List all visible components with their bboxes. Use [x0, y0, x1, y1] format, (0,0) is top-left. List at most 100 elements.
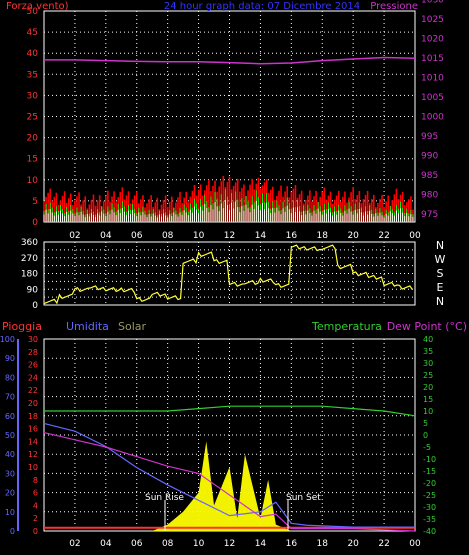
tick-label: 985	[421, 171, 438, 181]
temperature-line	[44, 405, 416, 417]
tick-label: 26	[28, 361, 38, 370]
tick-label: 14	[28, 437, 38, 446]
tick-label: 80	[5, 373, 15, 382]
tick-label: 00	[409, 231, 421, 241]
tick-label: 0	[33, 527, 38, 536]
tick-label: 20	[27, 134, 39, 144]
tick-label: 6	[33, 489, 38, 498]
direction-panel	[43, 241, 416, 306]
tick-label: 8	[33, 476, 38, 485]
tick-label: 5	[32, 197, 38, 207]
tick-label: 30	[28, 335, 38, 344]
tick-label: 22	[378, 539, 389, 549]
tick-label: 02	[69, 539, 80, 549]
tick-label: 5	[423, 419, 428, 428]
tick-label: 04	[100, 539, 112, 549]
sunrise-label: Sun Rise	[145, 493, 184, 503]
tick-label: -35	[423, 515, 436, 524]
tick-label: 06	[131, 231, 143, 241]
tick-label: 00	[409, 539, 421, 549]
tick-label: 30	[27, 91, 39, 101]
tick-label: 50	[27, 7, 39, 17]
dewpoint-line	[43, 432, 416, 532]
tick-label: 1005	[421, 93, 444, 103]
temperature-label: Temperatura	[311, 320, 382, 333]
tick-label: 20	[5, 489, 15, 498]
tick-label: 25	[423, 371, 433, 380]
tick-label: 40	[27, 49, 39, 59]
tick-label: 1000	[421, 113, 444, 123]
tick-label: 18	[28, 412, 38, 421]
tick-label: 08	[162, 539, 174, 549]
tick-label: 18	[317, 231, 329, 241]
rain-humidity-grid	[44, 338, 416, 532]
tick-label: 10	[5, 508, 15, 517]
tick-label: 0	[10, 527, 15, 536]
tick-label: 14	[255, 539, 267, 549]
tick-label: 20	[28, 399, 38, 408]
compass-label: N	[436, 295, 444, 308]
wind-series	[43, 176, 414, 222]
tick-label: 2	[33, 514, 38, 523]
tick-label: 30	[5, 469, 15, 478]
tick-label: 0	[423, 431, 428, 440]
tick-label: 4	[33, 501, 38, 510]
tick-label: 35	[27, 70, 38, 80]
tick-label: 08	[162, 231, 174, 241]
tick-label: 990	[421, 152, 438, 162]
tick-label: 50	[5, 431, 15, 440]
tick-label: 15	[27, 155, 38, 165]
tick-label: 04	[100, 231, 112, 241]
tick-label: 1020	[421, 34, 444, 44]
tick-label: 60	[5, 412, 15, 421]
tick-label: 22	[28, 386, 38, 395]
tick-label: 70	[5, 393, 15, 402]
tick-label: 45	[27, 28, 38, 38]
tick-label: 12	[224, 539, 235, 549]
tick-label: 24	[28, 373, 38, 382]
wind-label: Forza vento)	[6, 1, 69, 12]
tick-label: 22	[378, 231, 389, 241]
tick-label: 10	[27, 176, 39, 186]
tick-label: 1030	[421, 0, 444, 5]
solar-label: Solar	[118, 320, 147, 333]
compass-label: S	[437, 267, 444, 280]
pressure-axis: 975 980 985 990 995 1000 1005 1010 1015 1020 1025 1…	[421, 0, 444, 220]
tick-label: 270	[21, 254, 38, 264]
time-axis-top: 02 04 06 08 10 12 14 16 18 20 22 00	[69, 231, 421, 241]
tick-label: 15	[423, 395, 433, 404]
tick-label: 12	[28, 450, 38, 459]
tick-label: 975	[421, 210, 438, 220]
humidity-label: Umidita	[66, 320, 109, 333]
pressure-label: Pressione	[370, 1, 418, 12]
tick-label: 40	[5, 450, 15, 459]
tick-label: 20	[347, 231, 359, 241]
tick-label: 0	[32, 301, 38, 311]
tick-label: -25	[423, 491, 436, 500]
dewpoint-label: Dew Point (°C)	[387, 320, 467, 333]
solar-area	[152, 441, 292, 531]
tick-label: 28	[28, 348, 38, 357]
tick-label: 20	[423, 383, 433, 392]
tick-label: 12	[224, 231, 235, 241]
tick-label: 10	[193, 539, 205, 549]
tick-label: 30	[423, 359, 433, 368]
temperature-axis: -40 -35 -30 -25 -20 -15 -10 -5 0 5 10 15 20 25 30 35 40	[423, 335, 436, 536]
tick-label: -30	[423, 503, 436, 512]
tick-label: -40	[423, 527, 436, 536]
tick-label: 100	[0, 335, 15, 344]
tick-label: 06	[131, 539, 143, 549]
tick-label: 16	[28, 425, 38, 434]
tick-label: -5	[423, 443, 431, 452]
direction-grid	[44, 241, 416, 306]
tick-label: 16	[286, 231, 298, 241]
tick-label: 1010	[421, 73, 444, 83]
tick-label: 180	[21, 270, 38, 280]
tick-label: 14	[255, 231, 267, 241]
tick-label: 25	[27, 113, 38, 123]
tick-label: 02	[69, 231, 80, 241]
tick-label: 90	[5, 354, 15, 363]
tick-label: 20	[347, 539, 359, 549]
